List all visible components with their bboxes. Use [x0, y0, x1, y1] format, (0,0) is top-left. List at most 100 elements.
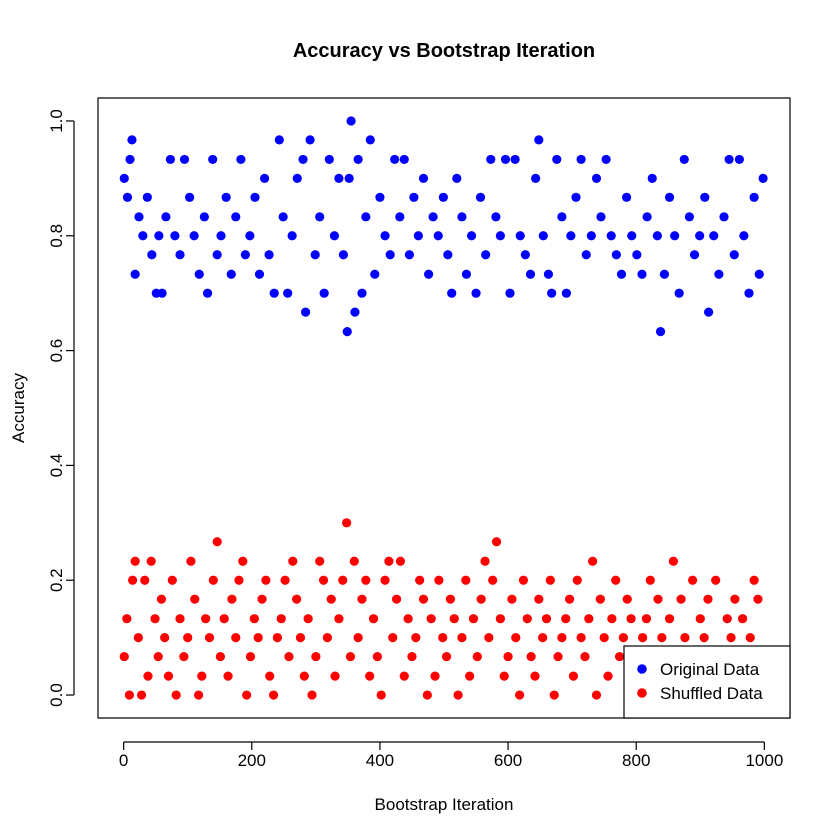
point-shuffled-data [167, 575, 177, 585]
point-original-data [471, 288, 481, 298]
point-shuffled-data [515, 690, 525, 700]
point-original-data [642, 212, 652, 222]
point-shuffled-data [326, 594, 336, 604]
point-shuffled-data [426, 614, 436, 624]
point-original-data [264, 250, 274, 260]
point-original-data [189, 231, 199, 241]
y-axis: 0.0 0.2 0.4 0.6 0.8 1.0 [47, 109, 75, 707]
point-original-data [283, 288, 293, 298]
point-original-data [443, 250, 453, 260]
point-shuffled-data [365, 671, 375, 681]
point-original-data [581, 250, 591, 260]
point-original-data [447, 288, 457, 298]
point-original-data [399, 154, 409, 165]
point-original-data [520, 250, 530, 260]
point-shuffled-data [223, 671, 233, 681]
point-shuffled-data [322, 633, 332, 643]
point-original-data [714, 269, 724, 279]
point-original-data [495, 231, 505, 241]
point-shuffled-data [245, 651, 256, 662]
point-original-data [216, 231, 226, 241]
point-shuffled-data [626, 614, 636, 624]
point-shuffled-data [576, 633, 586, 643]
point-shuffled-data [338, 575, 348, 585]
point-original-data [357, 288, 367, 298]
point-original-data [338, 250, 348, 260]
points-layer [119, 116, 768, 700]
point-original-data [729, 250, 739, 260]
point-original-data [543, 269, 554, 279]
point-shuffled-data [745, 633, 755, 643]
point-shuffled-data [315, 556, 325, 566]
point-shuffled-data [276, 614, 286, 624]
point-shuffled-data [595, 594, 605, 604]
point-shuffled-data [445, 594, 456, 604]
point-original-data [240, 250, 250, 260]
point-shuffled-data [553, 651, 563, 662]
point-original-data [601, 154, 611, 165]
point-shuffled-data [342, 518, 352, 528]
point-shuffled-data [265, 671, 275, 681]
point-shuffled-data [561, 614, 571, 624]
point-shuffled-data [136, 690, 147, 700]
point-original-data [134, 212, 144, 222]
x-tick-label: 600 [494, 751, 522, 770]
point-original-data [274, 135, 284, 145]
x-tick-label: 1000 [745, 751, 783, 770]
point-shuffled-data [124, 690, 134, 700]
point-shuffled-data [190, 594, 200, 604]
point-original-data [350, 307, 360, 317]
point-original-data [538, 231, 548, 241]
point-shuffled-data [311, 651, 321, 662]
point-shuffled-data [580, 651, 590, 662]
point-original-data [170, 231, 180, 241]
point-original-data [390, 154, 400, 165]
point-shuffled-data [449, 614, 459, 624]
point-shuffled-data [676, 594, 686, 604]
point-original-data [652, 231, 662, 241]
point-original-data [404, 250, 414, 260]
point-original-data [154, 231, 164, 241]
point-shuffled-data [622, 594, 632, 604]
point-original-data [236, 154, 246, 165]
point-shuffled-data [711, 575, 721, 585]
point-shuffled-data [284, 651, 294, 662]
point-shuffled-data [299, 671, 309, 681]
point-original-data [500, 154, 511, 165]
point-shuffled-data [591, 690, 602, 700]
point-original-data [259, 173, 270, 183]
point-shuffled-data [150, 614, 160, 624]
point-original-data [754, 269, 764, 279]
point-shuffled-data [522, 614, 532, 624]
point-original-data [616, 269, 627, 279]
legend: Original Data Shuffled Data [623, 645, 791, 719]
point-shuffled-data [730, 594, 740, 604]
point-original-data [637, 269, 647, 279]
point-original-data [547, 288, 557, 298]
x-axis-label: Bootstrap Iteration [375, 795, 514, 814]
point-original-data [510, 154, 520, 165]
point-shuffled-data [295, 633, 306, 643]
point-original-data [689, 250, 700, 260]
point-shuffled-data [376, 690, 386, 700]
point-shuffled-data [480, 556, 490, 566]
point-original-data [576, 154, 586, 165]
point-original-data [147, 250, 157, 260]
point-original-data [342, 327, 352, 337]
point-original-data [505, 288, 515, 298]
point-shuffled-data [153, 651, 163, 662]
point-shuffled-data [318, 575, 329, 585]
point-original-data [749, 192, 759, 202]
point-shuffled-data [307, 690, 317, 700]
y-tick-label: 0.6 [47, 339, 66, 363]
point-original-data [130, 269, 140, 279]
point-shuffled-data [303, 614, 313, 624]
point-original-data [481, 250, 491, 260]
point-original-data [125, 154, 135, 165]
point-original-data [674, 288, 684, 298]
x-tick-label: 800 [622, 751, 650, 770]
point-original-data [138, 231, 148, 241]
point-original-data [329, 231, 340, 241]
point-original-data [433, 231, 443, 241]
point-original-data [305, 135, 315, 145]
